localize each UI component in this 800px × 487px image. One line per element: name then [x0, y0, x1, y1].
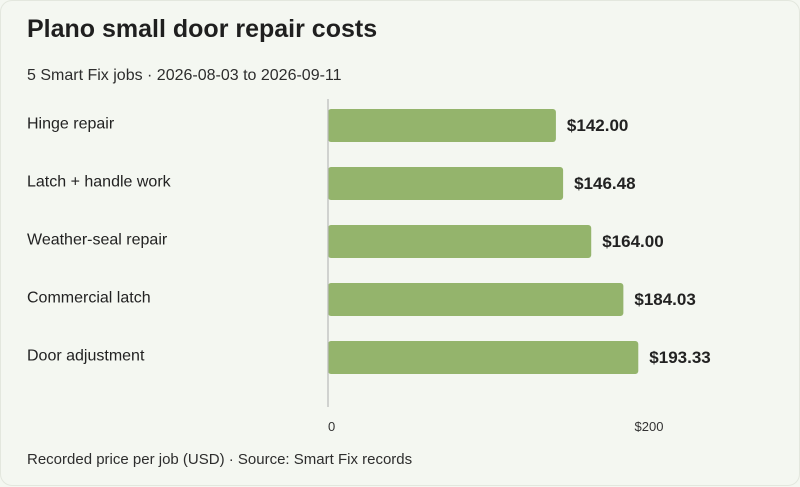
bars-layer: Hinge repair $142.00 Latch + handle work $1…: [27, 109, 711, 374]
x-tick-label: 0: [328, 419, 335, 434]
category-label: Commercial latch: [27, 290, 151, 307]
bar: [328, 167, 564, 200]
category-label: Door adjustment: [27, 348, 145, 365]
value-label: $146.48: [574, 174, 635, 193]
chart-title: Plano small door repair costs: [27, 15, 378, 43]
category-label: Weather-seal repair: [27, 232, 168, 249]
value-label: $164.00: [602, 232, 663, 251]
bar: [328, 283, 624, 316]
chart-subtitle: 5 Smart Fix jobs · 2026-08-03 to 2026-09…: [27, 67, 342, 84]
ticks-layer: 0 $200: [328, 419, 663, 434]
chart-footer-note: Recorded price per job (USD) · Source: S…: [27, 451, 413, 468]
category-label: Latch + handle work: [27, 174, 172, 191]
bar: [328, 225, 592, 258]
bar: [328, 109, 556, 142]
value-label: $142.00: [567, 116, 628, 135]
x-tick-label: $200: [635, 419, 664, 434]
category-label: Hinge repair: [27, 116, 115, 133]
value-label: $184.03: [634, 290, 695, 309]
value-label: $193.33: [649, 348, 710, 367]
bar: [328, 341, 639, 374]
